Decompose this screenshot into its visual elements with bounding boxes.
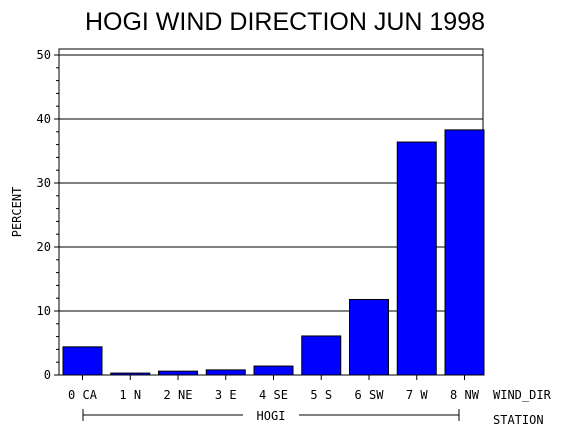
bar <box>349 298 389 376</box>
x-tick-label: 8 NW <box>450 388 480 402</box>
y-tick-label: 40 <box>37 112 51 126</box>
bar <box>444 129 485 376</box>
bar <box>205 369 246 376</box>
x-tick-label: 3 E <box>215 388 237 402</box>
y-tick-label: 20 <box>37 240 51 254</box>
y-tick-label: 0 <box>44 368 51 382</box>
x-tick-label: 0 CA <box>68 388 98 402</box>
x-axis-label: WIND_DIR <box>493 388 552 402</box>
x-tick-label: 6 SW <box>355 388 385 402</box>
bar <box>253 365 294 376</box>
bars <box>62 129 485 376</box>
x-tick-label: 4 SE <box>259 388 288 402</box>
y-axis-label: PERCENT <box>10 187 24 238</box>
y-axis-ticks: 0 10 20 30 40 50 <box>37 48 59 382</box>
chart-title: HOGI WIND DIRECTION JUN 1998 <box>85 8 485 36</box>
y-tick-label: 50 <box>37 48 51 62</box>
group-label-bg <box>243 408 299 422</box>
x-tick-label: 7 W <box>406 388 428 402</box>
bar <box>158 370 198 376</box>
group-axis-label: STATION <box>493 413 544 427</box>
bar <box>396 141 437 376</box>
x-axis-labels: 0 CA 1 N 2 NE 3 E 4 SE 5 S 6 SW 7 W 8 NW <box>68 375 480 402</box>
y-tick-label: 30 <box>37 176 51 190</box>
x-tick-label: 1 N <box>119 388 141 402</box>
x-tick-label: 5 S <box>310 388 332 402</box>
x-tick-label: 2 NE <box>164 388 193 402</box>
bar <box>110 372 151 376</box>
bar <box>62 346 103 376</box>
bar <box>301 335 342 376</box>
y-tick-label: 10 <box>37 304 51 318</box>
group-label: HOGI <box>257 409 286 423</box>
